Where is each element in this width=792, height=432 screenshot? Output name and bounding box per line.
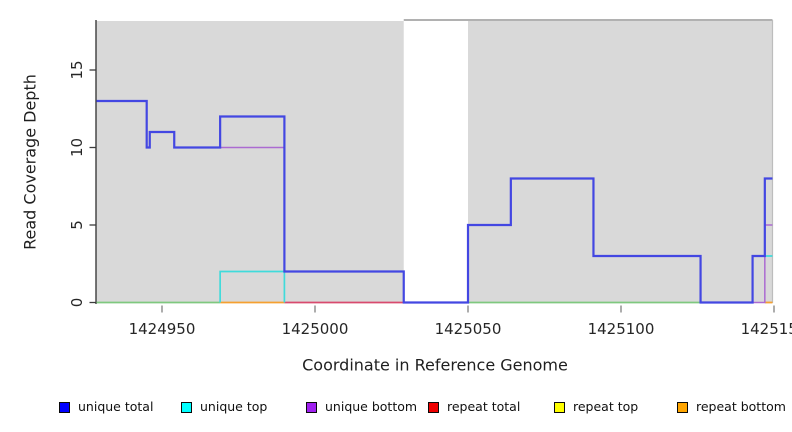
legend-swatch-unique-total — [59, 402, 70, 413]
legend-label: unique total — [78, 399, 154, 414]
legend-swatch-repeat-total — [428, 402, 439, 413]
legend-swatch-unique-bottom — [306, 402, 317, 413]
x-tick-label: 1425150 — [741, 320, 792, 338]
y-tick-label: 5 — [68, 220, 86, 230]
y-axis-title: Read Coverage Depth — [20, 74, 40, 250]
legend-swatch-repeat-bottom — [677, 402, 688, 413]
legend-label: repeat total — [447, 399, 521, 414]
legend-swatch-unique-top — [181, 402, 192, 413]
y-tick-label: 10 — [68, 138, 86, 157]
legend-label: unique bottom — [325, 399, 418, 414]
y-tick-label: 0 — [68, 298, 86, 308]
y-tick-label: 15 — [68, 60, 86, 79]
legend-label: unique top — [200, 399, 268, 414]
series-unique-total-path — [96, 99, 773, 304]
series-unique-top-rect — [219, 270, 286, 303]
x-axis-title: Coordinate in Reference Genome — [302, 355, 568, 375]
x-tick-label: 1425050 — [435, 320, 502, 338]
legend-label: repeat top — [573, 399, 639, 414]
x-tick-label: 1425100 — [588, 320, 655, 338]
legend: unique total unique top unique bottom repea… — [0, 398, 792, 422]
legend-swatch-repeat-top — [554, 402, 565, 413]
shaded-region-1 — [468, 21, 773, 303]
shaded-region-0 — [96, 21, 404, 303]
x-tick-label: 1425000 — [282, 320, 349, 338]
legend-label: repeat bottom — [696, 399, 786, 414]
x-tick-label: 1424950 — [129, 320, 196, 338]
